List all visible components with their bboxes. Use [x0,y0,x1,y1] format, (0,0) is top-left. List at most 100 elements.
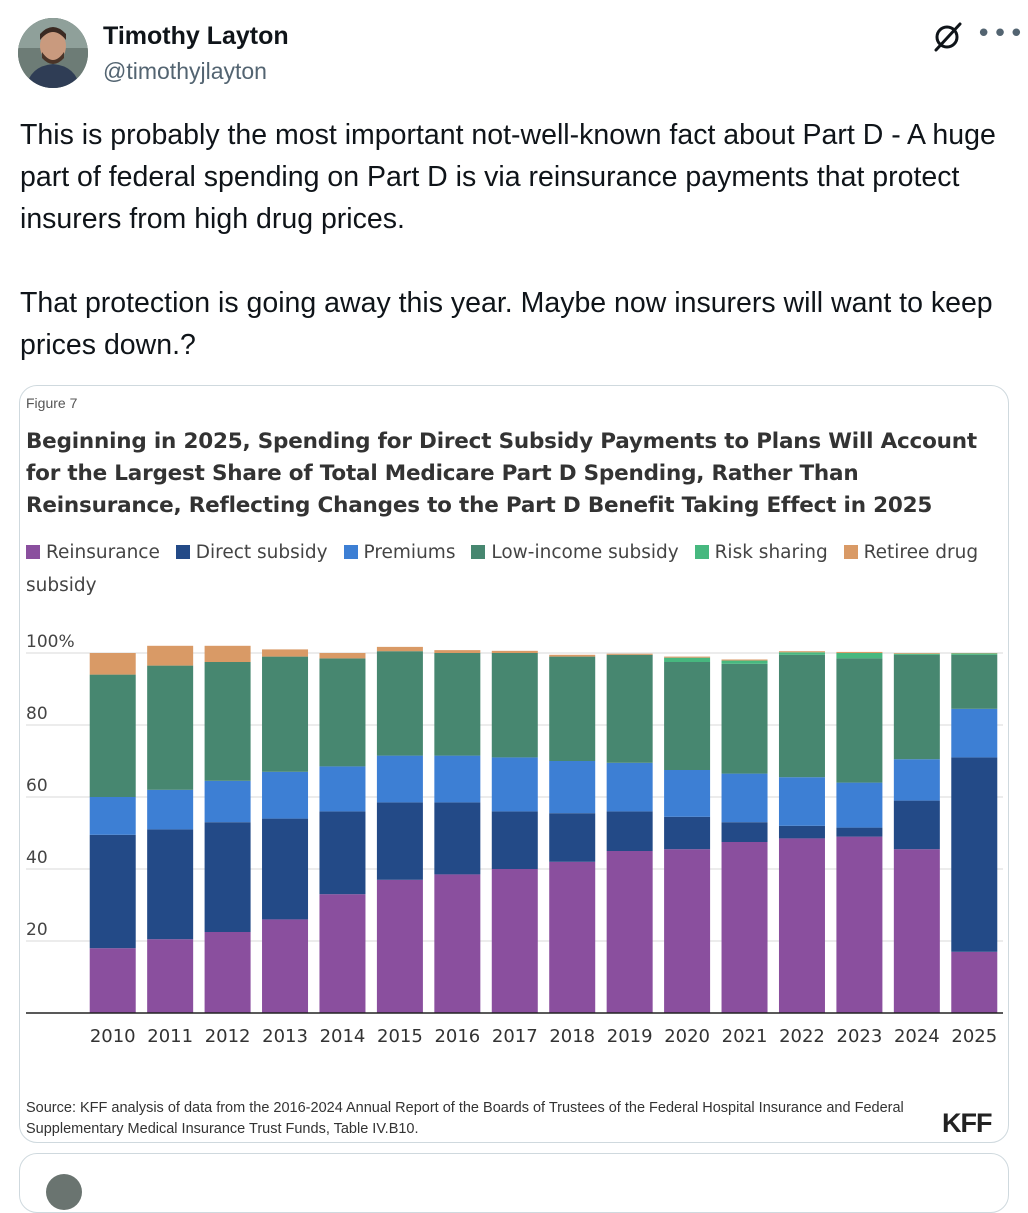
bar-segment [722,661,768,664]
x-tick-label: 2011 [147,1026,193,1047]
author-handle[interactable]: @timothyjlayton [103,58,267,85]
bar-segment [205,781,251,822]
x-tick-label: 2024 [894,1026,940,1047]
bar-segment [90,835,136,948]
next-post-avatar[interactable] [46,1174,82,1210]
bar-segment [894,655,940,759]
bar-segment [492,869,538,1013]
bar-segment [319,658,365,766]
next-post-card[interactable] [19,1153,1009,1213]
bar-segment [205,662,251,781]
bar-segment [836,658,882,782]
bar-segment [492,653,538,757]
x-tick-label: 2022 [779,1026,825,1047]
bar-segment [779,655,825,777]
bar-segment [664,658,710,662]
bar-segment [492,651,538,653]
bar-segment [894,849,940,1013]
bar-segment [262,819,308,920]
x-tick-label: 2023 [837,1026,883,1047]
x-tick-label: 2020 [664,1026,710,1047]
grok-icon[interactable] [930,20,964,54]
bar-segment [434,650,480,653]
bar-segment [319,766,365,811]
bar-segment [147,829,193,939]
bar-segment [664,657,710,658]
bar-segment [319,653,365,658]
bar-segment [722,774,768,823]
bar-segment [377,756,423,803]
tweet-paragraph-2: That protection is going away this year.… [20,282,1005,366]
author-name[interactable]: Timothy Layton [103,22,289,51]
bar-segment [951,952,997,1013]
x-tick-label: 2010 [90,1026,136,1047]
bar-segment [722,664,768,774]
bar-segment [262,772,308,819]
bar-segment [951,757,997,951]
y-tick-label: 60 [26,776,48,796]
bar-segment [836,653,882,658]
bar-segment [377,880,423,1013]
bar-segment [779,652,825,655]
author-avatar[interactable] [18,18,88,88]
media-card[interactable]: Figure 7 Beginning in 2025, Spending for… [19,385,1009,1143]
bar-segment [377,651,423,755]
bar-segment [90,675,136,797]
tweet-text: This is probably the most important not-… [20,114,1005,366]
bar-segment [951,655,997,709]
x-tick-label: 2013 [262,1026,308,1047]
kff-logo: KFF [942,1108,991,1139]
bar-segment [607,811,653,851]
chart-source: Source: KFF analysis of data from the 20… [26,1098,946,1140]
bar-segment [319,894,365,1013]
bar-segment [205,822,251,932]
y-tick-label: 40 [26,848,48,868]
bar-segment [262,657,308,772]
more-options-icon[interactable]: ••• [976,16,1016,52]
bar-segment [147,646,193,666]
bar-segment [377,647,423,651]
bar-segment [434,653,480,756]
bar-segment [836,837,882,1013]
y-tick-label: 20 [26,920,48,940]
bar-segment [492,757,538,811]
bar-segment [90,948,136,1013]
bar-segment [779,826,825,839]
x-tick-label: 2014 [320,1026,366,1047]
x-tick-label: 2019 [607,1026,653,1047]
bar-segment [894,654,940,655]
bar-segment [205,932,251,1013]
bar-segment [836,652,882,653]
bar-segment [779,651,825,652]
bar-segment [894,653,940,654]
avatar-photo [18,18,88,88]
bar-segment [377,802,423,879]
x-tick-label: 2018 [549,1026,595,1047]
bar-segment [722,842,768,1013]
bar-segment [549,657,595,761]
x-tick-label: 2015 [377,1026,423,1047]
x-tick-label: 2021 [722,1026,768,1047]
bar-segment [90,797,136,835]
x-tick-label: 2017 [492,1026,538,1047]
bar-segment [951,709,997,758]
bar-segment [549,862,595,1013]
bar-segment [894,801,940,850]
bar-segment [205,646,251,662]
x-tick-label: 2012 [205,1026,251,1047]
bar-segment [836,828,882,837]
bar-segment [607,654,653,655]
bar-segment [147,939,193,1013]
bar-segment [779,838,825,1013]
bar-segment [549,655,595,657]
bar-segment [836,783,882,828]
bar-segment [549,813,595,862]
y-tick-label: 100% [26,632,75,652]
bar-segment [664,662,710,770]
bar-segment [434,802,480,874]
bar-segment [90,653,136,675]
tweet-paragraph-1: This is probably the most important not-… [20,114,1005,240]
y-tick-label: 80 [26,704,48,724]
bar-segment [894,759,940,800]
